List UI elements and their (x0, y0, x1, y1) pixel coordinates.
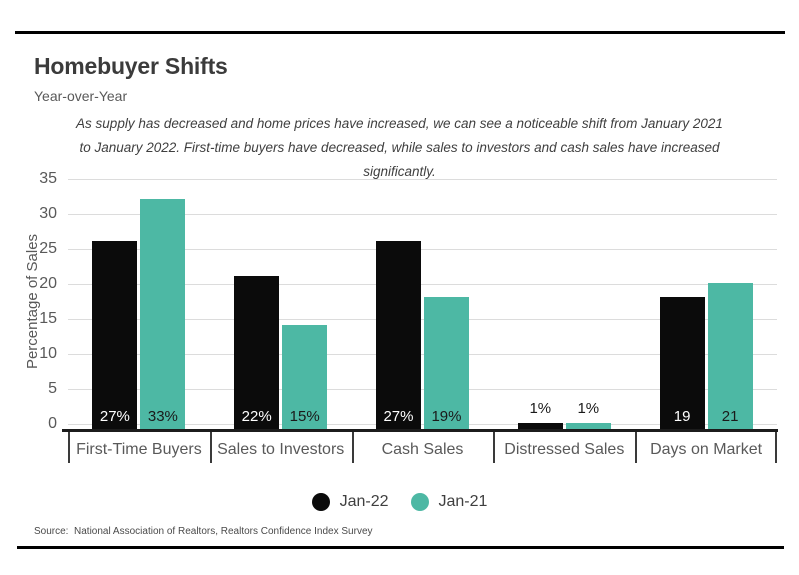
bar-group-3: 1% 1% (493, 179, 635, 430)
gridline-y20 (68, 284, 777, 285)
category-separator (635, 432, 638, 463)
bar-value-label: 15% (289, 408, 320, 425)
y-axis-ticks: 0 5 10 15 20 25 30 35 (25, 170, 57, 432)
bar-value-label: 19 (673, 408, 691, 425)
legend-item-jan-22: Jan-22 (311, 493, 389, 511)
plot-area: 27% 33% 22% 15% 27% 19% 1% 1% 19 21 (68, 179, 777, 430)
bar-jan-21-1 (282, 325, 328, 430)
chart-title: Homebuyer Shifts (34, 53, 228, 79)
category-separator (775, 432, 777, 463)
y-tick-label: 25 (39, 240, 57, 257)
y-tick-label: 20 (39, 275, 57, 292)
category-label: Distressed Sales (504, 441, 625, 458)
bar-group-4: 19 21 (635, 179, 777, 430)
source-note: Source: National Association of Realtors… (34, 526, 373, 537)
description-line: significantly. (363, 164, 436, 179)
bar-value-label: 1% (529, 400, 552, 417)
chart-description: As supply has decreased and home prices … (60, 112, 739, 184)
category-label: Sales to Investors (217, 441, 345, 458)
bar-value-label: 33% (147, 408, 178, 425)
y-tick-label: 5 (48, 380, 57, 397)
category-separator (209, 432, 212, 463)
gridline-y35 (68, 179, 777, 180)
bar-jan-21-3 (565, 423, 611, 430)
bar-value-label: 21 (721, 408, 739, 425)
bar-jan-22-1 (234, 276, 280, 430)
gridline-y0 (68, 424, 777, 425)
y-tick-label: 30 (39, 205, 57, 222)
y-tick-label: 35 (39, 170, 57, 187)
legend-item-jan-21: Jan-21 (410, 493, 488, 511)
gridline-y15 (68, 319, 777, 320)
bar-value-label: 1% (577, 400, 600, 417)
category-label: Cash Sales (381, 441, 464, 458)
gridline-y30 (68, 214, 777, 215)
bar-jan-22-4 (659, 297, 705, 430)
description-line: As supply has decreased and home prices … (76, 116, 723, 131)
bar-value-label: 27% (383, 408, 414, 425)
bar-value-label: 19% (431, 408, 462, 425)
bar-value-label: 27% (99, 408, 130, 425)
category-separator (68, 432, 70, 463)
legend-dot-icon (410, 493, 429, 511)
chart-subtitle: Year-over-Year (34, 88, 128, 104)
legend: Jan-22 Jan-21 (0, 493, 799, 511)
x-axis-category-band: First-Time Buyers Sales to Investors Cash … (68, 432, 777, 463)
bar-jan-21-4 (707, 283, 753, 430)
category-separator (493, 432, 496, 463)
category-separator (351, 432, 354, 463)
description-line: to January 2022. First-time buyers have … (79, 140, 720, 155)
bar-group-1: 22% 15% (210, 179, 352, 430)
y-tick-label: 0 (48, 415, 57, 432)
gridline-y5 (68, 389, 777, 390)
gridline-y25 (68, 249, 777, 250)
legend-label: Jan-22 (339, 493, 389, 510)
legend-dot-icon (311, 493, 330, 511)
bar-jan-22-2 (375, 241, 421, 430)
bar-value-label: 22% (241, 408, 272, 425)
y-tick-label: 10 (39, 345, 57, 362)
legend-label: Jan-21 (438, 493, 488, 510)
bar-group-2: 27% 19% (352, 179, 494, 430)
category-label: Days on Market (650, 441, 763, 458)
bottom-rule (17, 546, 784, 549)
bar-jan-21-2 (423, 297, 469, 430)
bar-jan-22-3 (517, 423, 563, 430)
y-tick-label: 15 (39, 310, 57, 327)
gridline-y10 (68, 354, 777, 355)
bar-jan-22-0 (92, 241, 138, 430)
bar-group-0: 27% 33% (68, 179, 210, 430)
x-axis-line (62, 429, 778, 432)
top-rule (15, 31, 785, 34)
category-label: First-Time Buyers (76, 441, 202, 458)
bar-jan-21-0 (140, 199, 186, 430)
